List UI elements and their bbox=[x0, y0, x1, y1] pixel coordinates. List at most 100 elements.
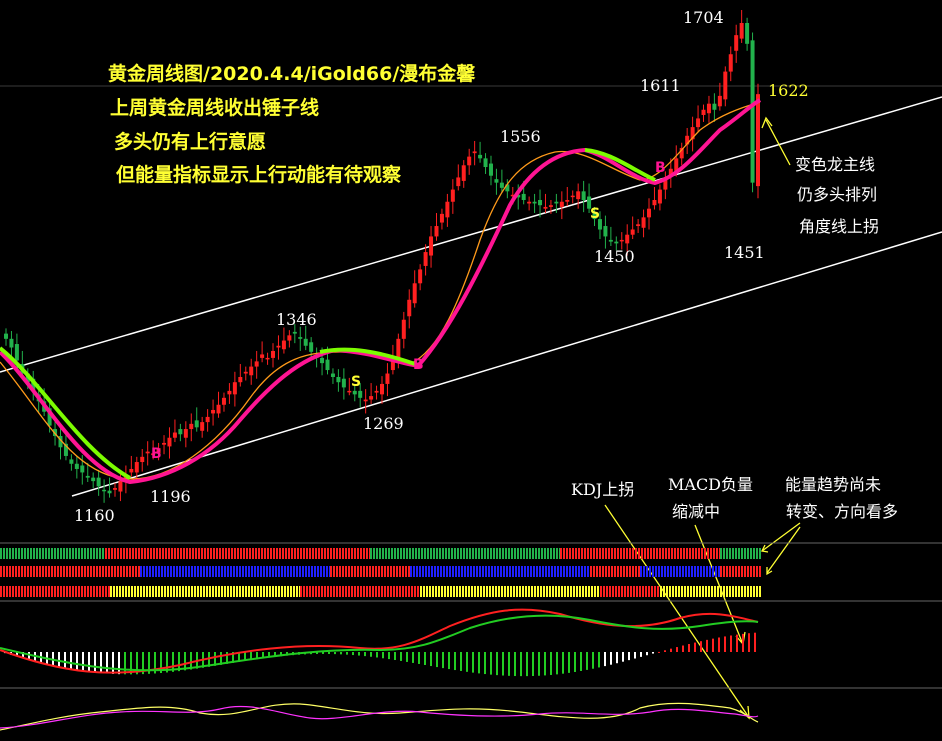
energy-bar bbox=[170, 586, 172, 597]
energy-bar bbox=[627, 586, 629, 597]
energy-bar bbox=[248, 586, 250, 597]
energy-bar bbox=[462, 586, 464, 597]
energy-bar bbox=[629, 566, 631, 577]
energy-bar bbox=[87, 586, 89, 597]
macd-bar bbox=[238, 652, 240, 662]
energy-bar bbox=[461, 566, 463, 577]
energy-bar bbox=[272, 586, 274, 597]
macd-bar bbox=[280, 652, 282, 657]
headline-title: 黄金周线图/2020.4.4/iGold66/漫布金馨 bbox=[108, 62, 476, 85]
energy-bar bbox=[102, 566, 104, 577]
macd-bar bbox=[466, 652, 468, 672]
candle-body bbox=[47, 408, 52, 426]
candle-body bbox=[129, 468, 134, 473]
macd-bar bbox=[28, 652, 30, 660]
energy-bar bbox=[126, 566, 128, 577]
macd-bar bbox=[556, 652, 558, 675]
macd-bar bbox=[394, 652, 396, 661]
energy-bar bbox=[553, 548, 555, 559]
candle-body bbox=[510, 194, 515, 197]
energy-bar bbox=[204, 548, 206, 559]
candle-body bbox=[559, 201, 564, 207]
energy-bar bbox=[287, 566, 289, 577]
energy-bar bbox=[24, 586, 26, 597]
energy-bar bbox=[633, 586, 635, 597]
energy-bar bbox=[333, 586, 335, 597]
candle-body bbox=[570, 195, 575, 198]
energy-bar bbox=[498, 586, 500, 597]
energy-bar bbox=[703, 566, 705, 577]
macd-bar bbox=[580, 652, 582, 671]
energy-bar bbox=[623, 548, 625, 559]
energy-bar bbox=[615, 586, 617, 597]
energy-bar bbox=[357, 586, 359, 597]
macd-panel bbox=[0, 600, 942, 677]
energy-bar bbox=[575, 548, 577, 559]
energy-bar bbox=[363, 586, 365, 597]
energy-bar bbox=[140, 566, 142, 577]
energy-bar bbox=[324, 548, 326, 559]
energy-bar bbox=[357, 566, 359, 577]
candle-body bbox=[396, 338, 401, 362]
macd-bar bbox=[340, 652, 342, 655]
energy-bar bbox=[708, 586, 710, 597]
candle-body bbox=[407, 299, 412, 317]
energy-bar bbox=[593, 548, 595, 559]
candle-body bbox=[118, 481, 123, 492]
energy-bar bbox=[42, 548, 44, 559]
candle-body bbox=[478, 154, 483, 159]
energy-bar bbox=[227, 586, 229, 597]
energy-bar bbox=[378, 566, 380, 577]
energy-bar bbox=[287, 586, 289, 597]
energy-bar bbox=[726, 548, 728, 559]
energy-bar bbox=[658, 566, 660, 577]
energy-bar bbox=[650, 548, 652, 559]
energy-bar bbox=[629, 548, 631, 559]
candle-body bbox=[287, 335, 292, 341]
energy-bar bbox=[198, 548, 200, 559]
candle-body bbox=[728, 54, 733, 72]
energy-bar bbox=[375, 586, 377, 597]
macd-bar bbox=[94, 652, 96, 673]
channel-upper-line bbox=[0, 96, 942, 373]
energy-bar bbox=[373, 548, 375, 559]
energy-bar bbox=[413, 566, 415, 577]
energy-bar bbox=[290, 586, 292, 597]
energy-bar bbox=[506, 566, 508, 577]
energy-bar bbox=[612, 586, 614, 597]
candle-body bbox=[701, 109, 706, 115]
energy-bar bbox=[569, 566, 571, 577]
macd-bar bbox=[460, 652, 462, 671]
macd-bar bbox=[658, 651, 660, 653]
macd-bar bbox=[574, 652, 576, 672]
energy-bar bbox=[670, 566, 672, 577]
energy-bar bbox=[90, 566, 92, 577]
energy-bar bbox=[422, 566, 424, 577]
energy-bar bbox=[450, 586, 452, 597]
energy-bar bbox=[330, 548, 332, 559]
energy-bar bbox=[273, 548, 275, 559]
energy-bar bbox=[102, 586, 104, 597]
macd-bar bbox=[250, 652, 252, 661]
energy-bar bbox=[688, 566, 690, 577]
energy-bar bbox=[599, 548, 601, 559]
energy-bar bbox=[176, 566, 178, 577]
energy-bar bbox=[188, 586, 190, 597]
candle-body bbox=[401, 319, 406, 339]
energy-bar bbox=[445, 548, 447, 559]
energy-bar bbox=[641, 548, 643, 559]
energy-bar bbox=[236, 566, 238, 577]
energy-bar bbox=[692, 548, 694, 559]
energy-bar bbox=[639, 586, 641, 597]
energy-bar bbox=[443, 566, 445, 577]
energy-bar bbox=[528, 586, 530, 597]
energy-bar bbox=[140, 586, 142, 597]
energy-bar bbox=[81, 586, 83, 597]
energy-bar bbox=[120, 548, 122, 559]
energy-bar bbox=[93, 548, 95, 559]
energy-bar bbox=[477, 586, 479, 597]
energy-bar bbox=[608, 548, 610, 559]
energy-bar bbox=[249, 548, 251, 559]
energy-bar bbox=[33, 566, 35, 577]
candle-body bbox=[358, 390, 363, 398]
